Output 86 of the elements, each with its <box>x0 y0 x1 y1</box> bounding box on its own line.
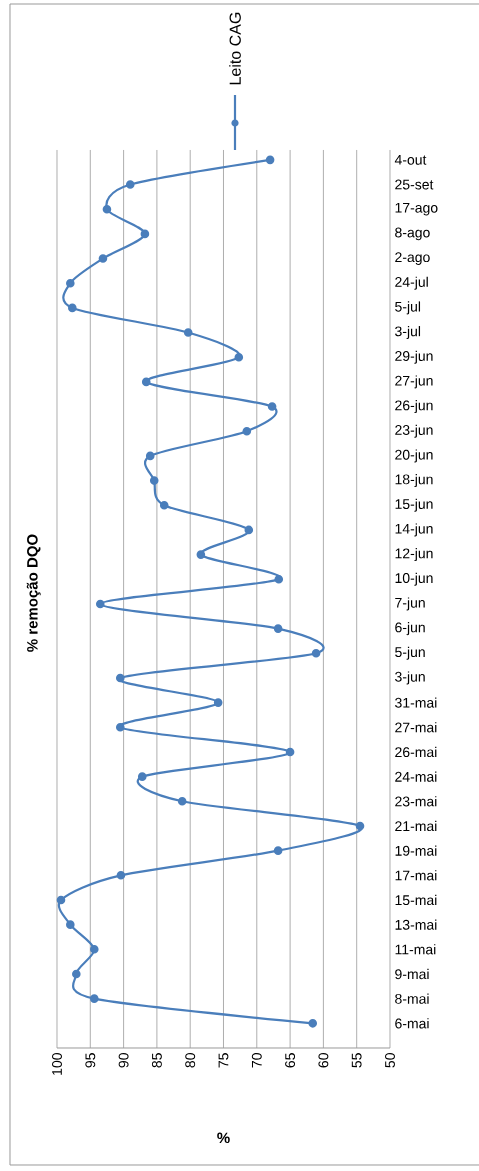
y-tick-label: 27-mai <box>395 722 437 733</box>
point <box>273 846 283 855</box>
x-tick-label: 80 <box>185 1053 196 1068</box>
y-tick-label: 8-mai <box>395 993 429 1004</box>
point <box>244 525 254 535</box>
point <box>267 402 277 411</box>
y-tick-label: 24-mai <box>395 771 437 782</box>
y-tick-label: 5-jun <box>395 646 425 660</box>
point <box>72 969 81 979</box>
point <box>66 278 75 288</box>
y-tick-label: 17-ago <box>395 202 438 216</box>
y-tick-label: 7-jun <box>395 597 425 611</box>
x-tick-label: 55 <box>351 1053 362 1068</box>
y-tick-label: 11-mai <box>395 944 436 955</box>
y-tick-label: 23-jun <box>395 424 433 438</box>
point <box>196 550 206 559</box>
y-tick-label: 6-jun <box>395 622 425 636</box>
y-tick-label: 2-ago <box>395 252 430 265</box>
x-tick-label: 50 <box>385 1053 395 1068</box>
point <box>265 155 275 165</box>
x-tick-label: 95 <box>85 1053 96 1068</box>
y-tick-label: 27-jun <box>395 375 433 389</box>
y-tick-label: 10-jun <box>395 572 433 586</box>
point <box>149 476 159 485</box>
point <box>137 772 147 781</box>
x-tick-label: 100 <box>52 1053 62 1075</box>
point <box>115 673 125 683</box>
point <box>183 328 193 337</box>
point <box>311 648 321 658</box>
y-tick-label: 12-jun <box>395 548 433 562</box>
y-tick-label: 9-mai <box>395 968 429 980</box>
y-tick-label: 14-jun <box>395 523 433 537</box>
point <box>125 180 135 189</box>
point <box>56 895 66 905</box>
y-tick-label: 19-mai <box>395 845 437 856</box>
point <box>213 698 223 707</box>
y-tick-label: 8-ago <box>395 227 430 241</box>
point <box>274 574 284 584</box>
x-tick-label: 65 <box>285 1053 296 1068</box>
point <box>116 871 126 880</box>
point <box>145 451 155 461</box>
point <box>159 500 169 510</box>
y-tick-label: 18-jun <box>395 474 433 488</box>
x-tick-label: 90 <box>118 1053 129 1068</box>
y-tick-label: 17-mai <box>395 870 437 881</box>
y-tick-label: 26-mai <box>395 746 437 758</box>
point <box>98 254 108 263</box>
y-tick-label: 3-jun <box>395 671 425 685</box>
point <box>89 994 99 1003</box>
text: Leito CAG <box>229 12 241 85</box>
point <box>285 747 295 757</box>
y-tick-label: 15-jun <box>395 498 433 512</box>
y-tick-label: 23-mai <box>395 796 437 807</box>
point <box>234 352 244 362</box>
y-tick-label: 15-mai <box>395 894 437 906</box>
point <box>66 920 75 929</box>
x-tick-label: 75 <box>218 1053 229 1068</box>
y-tick-label: 25-set <box>395 179 434 190</box>
y-tick-label: 5-jul <box>395 301 421 315</box>
y-tick-label: 26-jun <box>395 400 433 414</box>
x-tick-label: 70 <box>251 1053 262 1068</box>
y-tick-label: 29-jun <box>395 350 433 364</box>
point <box>102 204 112 214</box>
point <box>273 624 283 633</box>
point <box>68 303 77 313</box>
x-axis-title: % <box>217 1132 230 1144</box>
y-tick-label: 20-jun <box>395 449 433 463</box>
y-tick-label: 4-out <box>394 154 427 165</box>
point <box>115 722 125 732</box>
text: % remoção DQO <box>26 534 41 652</box>
y-tick-label: 24-jul <box>395 276 428 290</box>
point <box>355 821 365 831</box>
point <box>242 426 252 436</box>
y-tick-label: 6-mai <box>395 1018 429 1029</box>
point <box>308 1019 318 1028</box>
y-tick-label: 21-mai <box>395 820 437 832</box>
y-tick-label: 31-mai <box>395 697 437 708</box>
x-tick-label: 85 <box>151 1053 162 1068</box>
point <box>177 797 187 806</box>
point <box>89 945 99 954</box>
y-tick-label: 3-jul <box>395 326 421 340</box>
point <box>95 599 105 609</box>
x-tick-label: 60 <box>318 1053 329 1068</box>
y-tick-label: 13-mai <box>395 919 437 930</box>
point <box>141 377 151 387</box>
point <box>140 229 150 239</box>
